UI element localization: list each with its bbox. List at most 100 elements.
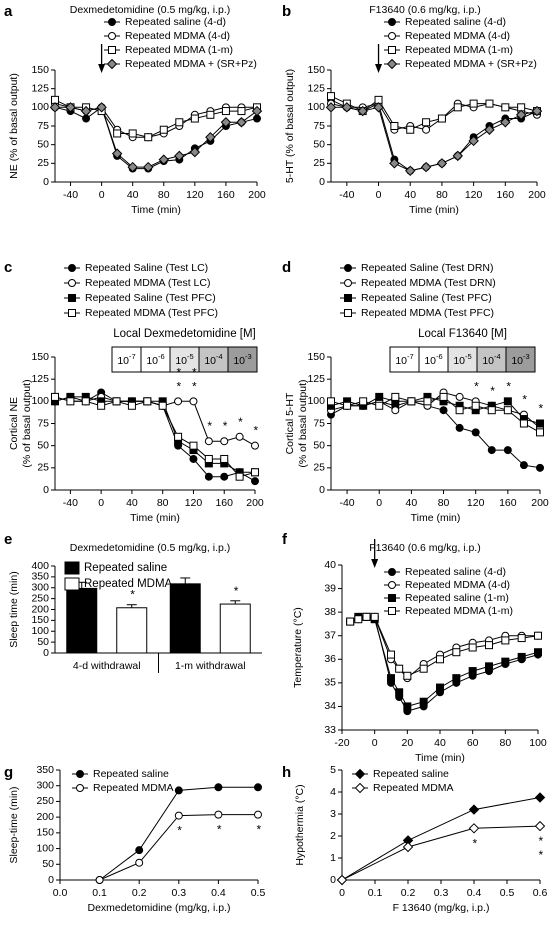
y-tick-label: 36 [324,653,336,665]
data-point [235,472,244,481]
y-tick-label: 150 [36,827,54,839]
chart-title: F13640 (0.6 mg/kg, i.p.) [369,4,480,16]
dose-base: 10 [204,355,216,367]
y-axis-label: Sleep time (min) [8,571,20,647]
y-tick-label: 150 [31,351,49,363]
x-tick-label: 0 [98,497,104,509]
x-tick-label: 120 [465,189,483,201]
dose-exponent: -6 [436,352,443,361]
y-tick-label: 300 [36,779,54,791]
dose-box [505,346,536,373]
data-point [174,150,185,162]
data-point [325,102,337,113]
data-point [127,161,138,173]
data-point [455,392,464,401]
legend-label: Repeated Saline (Test PFC) [85,292,216,304]
data-point [66,397,75,406]
data-point [220,437,229,446]
y-tick-label: 0 [43,176,49,188]
legend-label: Repeated saline (4-d) [405,566,506,578]
significance: ** [534,834,548,862]
x-tick-label: 0.4 [467,887,482,899]
data-point [519,419,528,428]
data-point [453,103,462,112]
data-point [220,454,229,463]
data-point [112,397,121,406]
legend-marker [344,264,352,272]
legend-label: Repeated MDMA (Test DRN) [361,277,496,289]
data-point [336,874,348,886]
legend-marker [344,279,352,287]
x-tick-label: 40 [126,497,138,509]
x-tick-label: 0.5 [251,887,266,899]
dose-label: 10-5 [175,352,193,367]
dose-box [198,346,229,373]
data-point [534,648,542,657]
x-tick-label: 100 [529,737,547,749]
data-point [127,401,136,410]
legend-label: Repeated saline [84,562,167,574]
data-point [81,397,90,406]
x-tick-label: 120 [467,497,485,509]
legend-label: Repeated MDMA [373,782,454,794]
data-point [96,102,107,113]
x-axis-label: Time (min) [131,204,181,216]
dose-exponent: -7 [129,352,136,361]
x-tick-label: 200 [248,189,266,201]
x-tick-label: 80 [158,189,170,201]
x-tick-label: 160 [217,189,235,201]
x-tick-label: 40 [127,189,139,201]
legend-label: Repeated MDMA [93,782,174,794]
data-point [375,392,384,401]
data-point [254,810,262,819]
data-point [403,671,412,680]
x-axis-label: Time (min) [411,512,461,524]
dose-exponent: -7 [407,352,414,361]
dose-label: 10-7 [395,352,413,367]
x-axis-label: Time (min) [415,752,465,764]
data-point [519,461,528,470]
arrow-head [375,64,383,73]
y-axis-label: (% of basal output) [297,379,309,467]
data-point [406,125,415,134]
data-point [419,664,428,673]
data-point [487,446,496,455]
legend-marker [68,294,76,302]
data-point [402,841,414,853]
significance: * [534,402,548,416]
x-tick-label: 0.1 [368,887,383,899]
x-tick-label: 200 [528,189,546,201]
data-point [251,441,259,450]
y-tick-label: 150 [31,614,49,626]
x-tick-label: 80 [499,737,511,749]
panel-letter: h [282,764,291,781]
data-point [387,674,395,683]
legend-label: Repeated MDMA + (SR+Pz) [125,58,257,70]
data-point [221,107,230,116]
dose-label: 10-7 [117,352,135,367]
data-point [515,109,527,121]
legend-label: Repeated Saline (Test DRN) [361,262,493,274]
data-point [373,102,384,113]
significance: * [470,379,484,393]
data-point [189,441,198,450]
significance: * [486,384,500,398]
dose-scale-label: Local F13640 [M] [418,328,507,340]
x-tick-label: -40 [339,497,354,509]
dose-exponent: -3 [523,352,530,361]
data-point [536,419,544,428]
data-point [391,392,400,401]
data-point [113,129,122,138]
dose-box [476,346,507,373]
x-tick-label: 0.3 [171,887,186,899]
bar [169,583,201,654]
data-point [174,397,183,406]
dose-exponent: -3 [245,352,252,361]
data-point [189,146,201,158]
x-tick-label: 40 [406,497,418,509]
legend-label: Repeated MDMA (1-m) [125,44,233,56]
dose-label: 10-5 [453,352,471,367]
data-point [436,158,448,169]
legend-marker [106,58,118,70]
arrow-head [98,64,106,73]
